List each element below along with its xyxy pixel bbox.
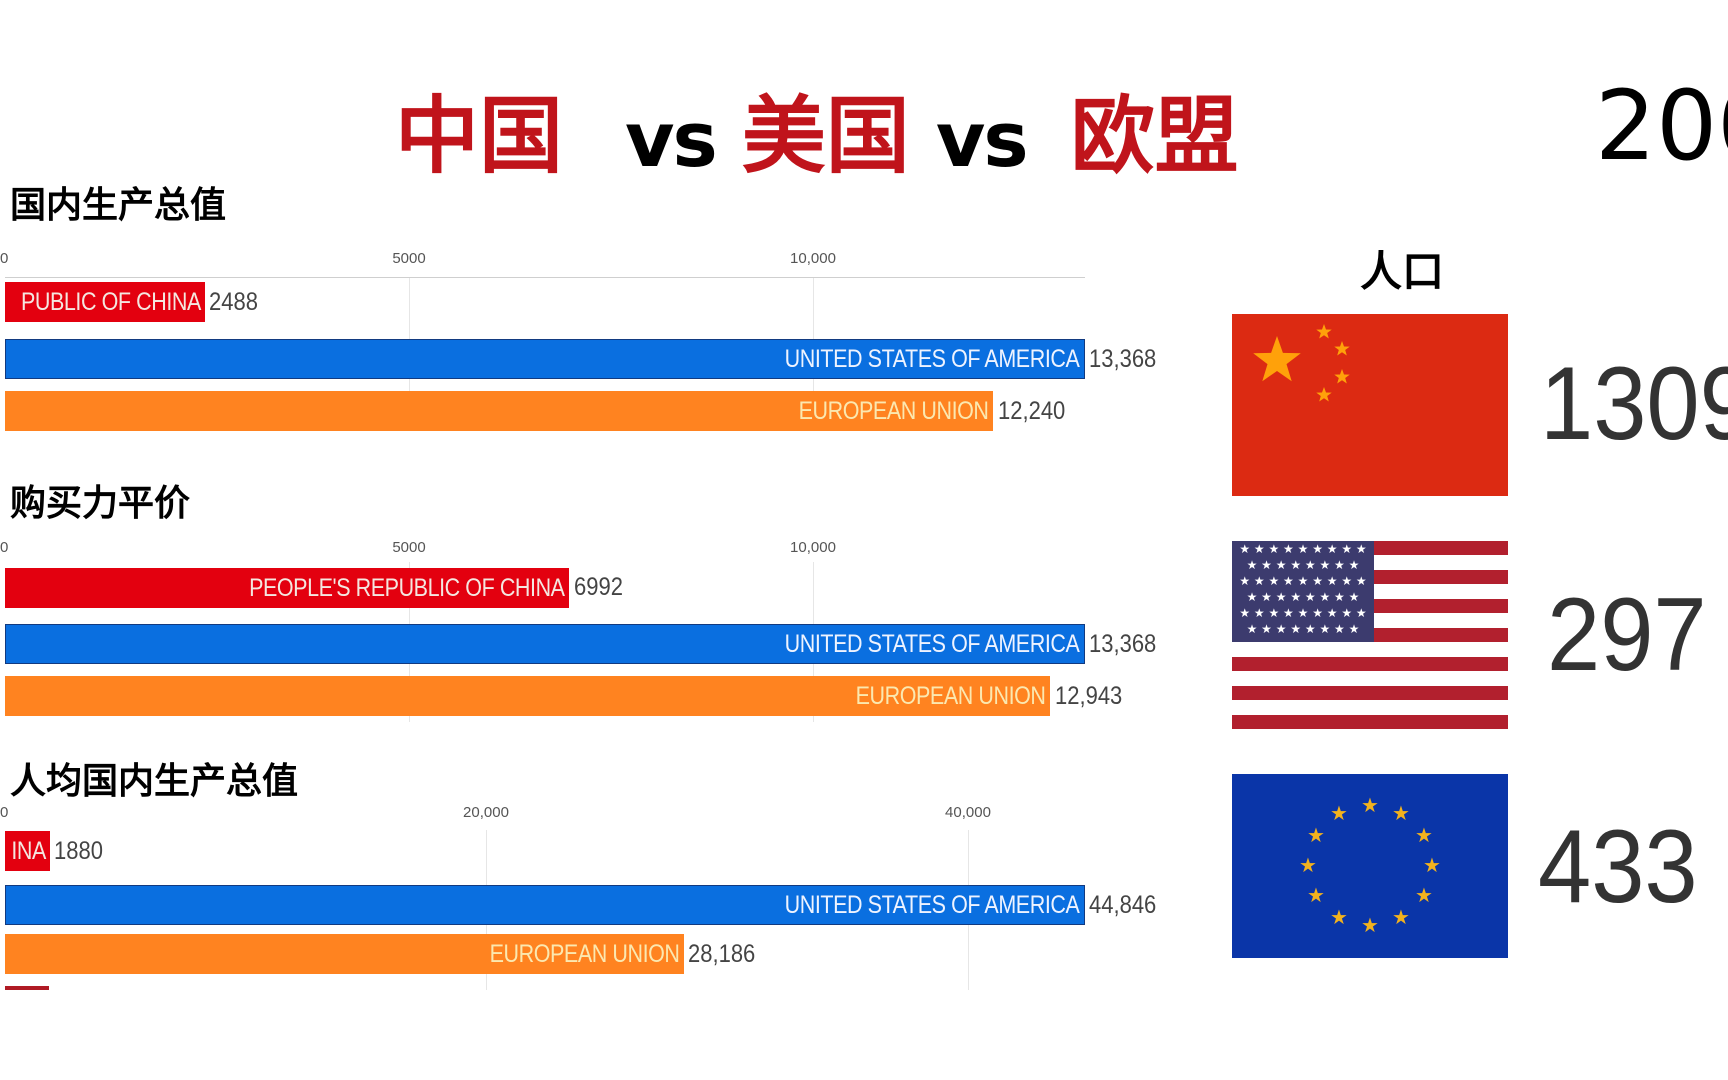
svg-text:★: ★	[1392, 905, 1410, 929]
svg-text:★ ★ ★ ★ ★ ★ ★ ★ ★: ★ ★ ★ ★ ★ ★ ★ ★ ★	[1239, 606, 1366, 620]
headline-china: 中国	[395, 87, 564, 185]
bar-value: 13,368	[1089, 345, 1157, 373]
bar-value: 6992	[574, 573, 623, 601]
headline-vs-2: vs	[935, 95, 1029, 184]
tick-label: 5000	[392, 539, 426, 556]
svg-text:★: ★	[1392, 801, 1410, 825]
tick-label: 20,000	[463, 804, 509, 821]
bar-label: UNITED STATES OF AMERICA	[785, 890, 1080, 919]
svg-text:★: ★	[1423, 853, 1441, 877]
svg-text:★: ★	[1415, 823, 1433, 847]
bar-label: INA	[11, 836, 46, 865]
bar-china: PUBLIC OF CHINA	[5, 282, 205, 322]
bar-eu: EUROPEAN UNION	[5, 391, 993, 431]
bar-eu: EUROPEAN UNION	[5, 934, 684, 974]
tick-label: 0	[0, 804, 9, 821]
bar-label: EUROPEAN UNION	[489, 939, 680, 968]
bar-label: UNITED STATES OF AMERICA	[785, 629, 1080, 658]
tick-label: 10,000	[790, 250, 836, 267]
chart-title-gdp: 国内生产总值	[10, 185, 227, 226]
axis-line	[5, 277, 1085, 278]
svg-text:★: ★	[1330, 905, 1348, 929]
eu-flag: ★ ★ ★ ★ ★ ★ ★ ★ ★ ★ ★ ★	[1232, 774, 1508, 958]
bar-value: 12,240	[998, 397, 1066, 425]
svg-text:★: ★	[1330, 801, 1348, 825]
china-flag	[1232, 314, 1508, 496]
population-value-usa: 297	[1547, 577, 1707, 693]
bar-value: 28,186	[688, 940, 756, 968]
bar-value: 13,368	[1089, 630, 1157, 658]
svg-text:★ ★ ★ ★ ★ ★ ★ ★ ★: ★ ★ ★ ★ ★ ★ ★ ★ ★	[1239, 574, 1366, 588]
tick-label: 5000	[392, 250, 426, 267]
bar-label: PUBLIC OF CHINA	[20, 287, 201, 316]
bar-eu: EUROPEAN UNION	[5, 676, 1050, 716]
bar-china: INA	[5, 831, 50, 871]
chart-title-gdp-per-capita: 人均国内生产总值	[10, 761, 299, 802]
bar-label: EUROPEAN UNION	[798, 396, 989, 425]
bar-usa: UNITED STATES OF AMERICA	[5, 339, 1085, 379]
chart-title-ppp: 购买力平价	[10, 483, 191, 524]
headline: 中国 vs 美国 vs 欧盟	[395, 68, 1239, 178]
bar-value: 2488	[209, 288, 258, 316]
bar-label: UNITED STATES OF AMERICA	[785, 344, 1080, 373]
bar-label: PEOPLE'S REPUBLIC OF CHINA	[249, 573, 565, 602]
svg-text:★: ★	[1307, 823, 1325, 847]
bar-value: 44,846	[1089, 891, 1157, 919]
bar-usa: UNITED STATES OF AMERICA	[5, 885, 1085, 925]
population-value-china: 1309	[1540, 346, 1728, 462]
svg-text:★ ★ ★ ★ ★ ★ ★ ★: ★ ★ ★ ★ ★ ★ ★ ★	[1247, 558, 1360, 572]
svg-text:★: ★	[1361, 913, 1379, 937]
svg-text:★: ★	[1299, 853, 1317, 877]
headline-usa: 美国	[741, 87, 910, 185]
bar-value: 1880	[54, 837, 103, 865]
bar-value: 12,943	[1055, 682, 1123, 710]
svg-text:★: ★	[1415, 883, 1433, 907]
usa-flag: ★ ★ ★ ★ ★ ★ ★ ★ ★ ★ ★ ★ ★ ★ ★ ★ ★ ★ ★ ★ …	[1232, 541, 1508, 729]
tick-label: 10,000	[790, 539, 836, 556]
svg-text:★ ★ ★ ★ ★ ★ ★ ★: ★ ★ ★ ★ ★ ★ ★ ★	[1247, 622, 1360, 636]
tick-label: 0	[0, 250, 9, 267]
tick-label: 0	[0, 539, 9, 556]
bar-partial	[5, 986, 49, 990]
svg-text:★: ★	[1307, 883, 1325, 907]
population-title: 人口	[1360, 247, 1445, 296]
population-value-eu: 433	[1538, 809, 1698, 925]
headline-eu: 欧盟	[1070, 87, 1239, 185]
svg-text:★ ★ ★ ★ ★ ★ ★ ★: ★ ★ ★ ★ ★ ★ ★ ★	[1247, 590, 1360, 604]
svg-text:★ ★ ★ ★ ★ ★ ★ ★ ★: ★ ★ ★ ★ ★ ★ ★ ★ ★	[1239, 542, 1366, 556]
bar-china: PEOPLE'S REPUBLIC OF CHINA	[5, 568, 569, 608]
bar-label: EUROPEAN UNION	[855, 681, 1046, 710]
tick-label: 40,000	[945, 804, 991, 821]
headline-vs-1: vs	[625, 95, 718, 184]
bar-usa: UNITED STATES OF AMERICA	[5, 624, 1085, 664]
year-label: 200	[1595, 70, 1728, 182]
svg-text:★: ★	[1361, 793, 1379, 817]
